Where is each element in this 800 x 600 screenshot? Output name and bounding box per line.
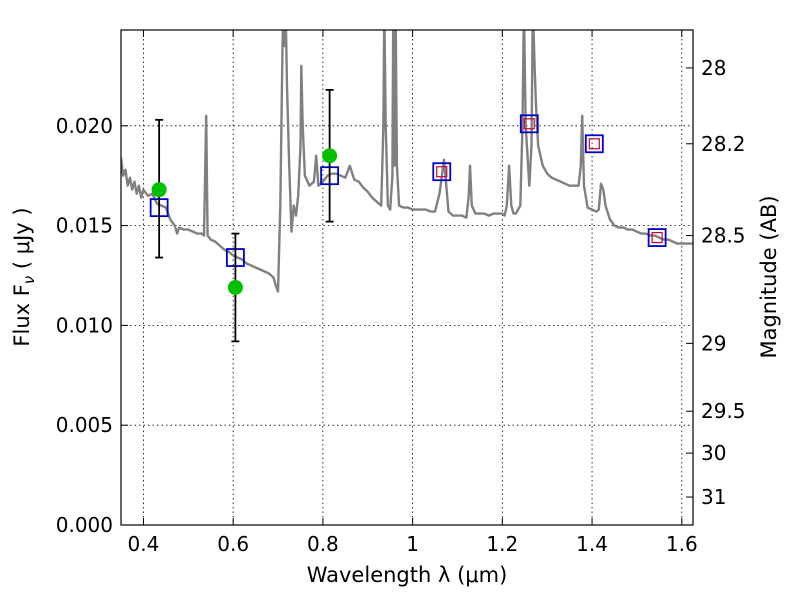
inner-box-marker — [588, 138, 600, 150]
y2-tick-label: 29 — [701, 331, 726, 355]
y-tick-label: 0.005 — [56, 413, 113, 437]
model-box-marker — [432, 162, 452, 182]
x-tick-label: 1 — [406, 532, 419, 556]
x-tick-label: 1.6 — [666, 532, 698, 556]
plot-background — [121, 30, 693, 525]
y-tick-label: 0.015 — [56, 214, 113, 238]
y2-tick-label: 29.5 — [701, 399, 746, 423]
y-tick-label: 0.020 — [56, 114, 113, 138]
y2-tick-label: 28 — [701, 56, 726, 80]
y-axis-label-unit: ( μJy ) — [10, 207, 34, 275]
y2-tick-label: 28.2 — [701, 132, 746, 156]
y-tick-label: 0.000 — [56, 513, 113, 537]
y-axis-label-main: Flux F — [10, 284, 34, 346]
marker-layer — [149, 88, 667, 343]
x-tick-label: 0.8 — [307, 532, 339, 556]
plot-frame — [120, 29, 694, 526]
photometry-point — [151, 182, 167, 198]
x-tick-label: 1.4 — [576, 532, 608, 556]
y2-tick-label: 30 — [701, 441, 726, 465]
model-box-marker — [519, 114, 539, 134]
photometry-point — [322, 148, 338, 164]
ticks: 0.4 0.6 0.8 1 1.2 1.4 1.6 0.000 0.005 0.010 0.015 0… — [56, 30, 746, 556]
y-axis-label: Flux Fν ( μJy ) — [10, 207, 38, 346]
data-layer — [121, 30, 693, 293]
y2-axis-label: Magnitude (AB) — [757, 195, 781, 358]
y-axis-label-subscript: ν — [20, 276, 38, 284]
model-box-marker — [584, 134, 604, 154]
grid — [121, 30, 693, 525]
model-spectrum-line — [121, 30, 693, 293]
y-tick-label: 0.010 — [56, 313, 113, 337]
y2-tick-label: 31 — [701, 485, 726, 509]
x-tick-label: 0.4 — [128, 532, 160, 556]
y2-tick-label: 28.5 — [701, 224, 746, 248]
inner-box-marker — [436, 166, 448, 178]
photometry-point — [227, 279, 243, 295]
x-axis-label: Wavelength λ (μm) — [307, 563, 508, 587]
inner-box-marker — [651, 231, 663, 244]
x-tick-label: 0.6 — [217, 532, 249, 556]
inner-box-marker — [523, 118, 535, 130]
model-box-marker — [647, 228, 667, 247]
x-tick-label: 1.2 — [486, 532, 518, 556]
